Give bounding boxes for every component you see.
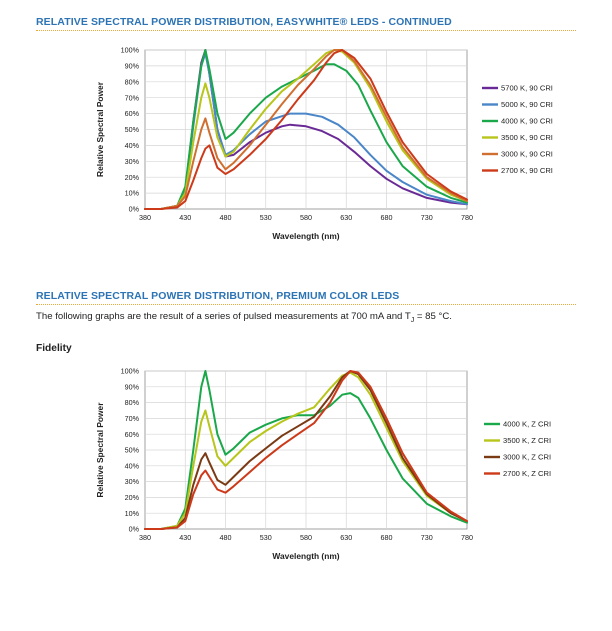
series-line (144, 370, 468, 530)
x-tick-label: 480 (220, 533, 232, 542)
y-tick-label: 80% (125, 77, 140, 86)
x-tick-label: 630 (340, 533, 352, 542)
x-tick-label: 480 (220, 213, 232, 222)
x-axis-title: Wavelength (nm) (272, 551, 339, 561)
x-tick-label: 580 (300, 213, 312, 222)
y-tick-label: 60% (125, 109, 140, 118)
section-heading-premium: RELATIVE SPECTRAL POWER DISTRIBUTION, PR… (36, 290, 400, 302)
subheading-fidelity: Fidelity (36, 343, 72, 354)
y-tick-label: 20% (125, 173, 140, 182)
series-line (144, 49, 468, 210)
y-axis-title: Relative Spectral Power (95, 81, 105, 177)
legend-label: 5000 K, 90 CRI (501, 100, 553, 109)
section-heading-easywhite: RELATIVE SPECTRAL POWER DISTRIBUTION, EA… (36, 16, 452, 28)
y-tick-label: 60% (125, 430, 140, 439)
y-tick-label: 50% (125, 125, 140, 134)
x-tick-label: 430 (179, 213, 191, 222)
x-tick-label: 680 (381, 213, 393, 222)
y-axis-title: Relative Spectral Power (95, 402, 105, 498)
y-tick-label: 70% (125, 414, 140, 423)
y-tick-label: 100% (121, 367, 140, 376)
x-tick-label: 730 (421, 213, 433, 222)
intro-subscript: J (410, 316, 415, 324)
y-tick-label: 30% (125, 157, 140, 166)
x-tick-label: 430 (179, 533, 191, 542)
legend-label: 2700 K, 90 CRI (501, 166, 553, 175)
legend-label: 3000 K, 90 CRI (501, 150, 553, 159)
x-tick-label: 730 (421, 533, 433, 542)
legend-label: 4000 K, Z CRI (503, 420, 551, 429)
x-tick-label: 380 (139, 533, 151, 542)
legend-label: 3500 K, 90 CRI (501, 133, 553, 142)
series-line (144, 49, 468, 210)
y-tick-label: 30% (125, 477, 140, 486)
spd-chart-easywhite: 0% 10% 20% 30% 40% 50% 60% 70% 80% 90% 100% 380 430 4… (95, 46, 553, 241)
y-tick-label: 50% (125, 446, 140, 455)
intro-text: The following graphs are the result of a… (36, 311, 452, 324)
y-tick-label: 80% (125, 398, 140, 407)
y-tick-label: 90% (125, 382, 140, 391)
x-tick-label: 530 (260, 213, 272, 222)
series-line (144, 371, 468, 530)
divider (36, 304, 576, 305)
x-tick-label: 680 (381, 533, 393, 542)
y-tick-label: 90% (125, 62, 140, 71)
y-tick-label: 0% (129, 205, 140, 214)
y-tick-label: 100% (121, 46, 140, 55)
series-line (144, 370, 468, 530)
legend-label: 4000 K, 90 CRI (501, 117, 553, 126)
legend-label: 5700 K, 90 CRI (501, 84, 553, 93)
series-line (144, 49, 468, 210)
x-tick-label: 380 (139, 213, 151, 222)
y-tick-label: 40% (125, 141, 140, 150)
legend-label: 3500 K, Z CRI (503, 436, 551, 445)
divider (36, 30, 576, 31)
legend-label: 2700 K, Z CRI (503, 469, 551, 478)
x-tick-label: 780 (461, 533, 473, 542)
y-tick-label: 10% (125, 189, 140, 198)
x-tick-label: 780 (461, 213, 473, 222)
intro-text-main: The following graphs are the result of a… (36, 311, 411, 322)
y-tick-label: 10% (125, 509, 140, 518)
y-tick-label: 0% (129, 525, 140, 534)
x-axis-title: Wavelength (nm) (272, 231, 339, 241)
y-tick-label: 40% (125, 461, 140, 470)
y-tick-label: 20% (125, 493, 140, 502)
x-tick-label: 580 (300, 533, 312, 542)
x-tick-label: 630 (340, 213, 352, 222)
intro-text-end: = 85 °C. (414, 311, 452, 322)
y-tick-label: 70% (125, 93, 140, 102)
series-line (144, 370, 468, 530)
legend-label: 3000 K, Z CRI (503, 453, 551, 462)
x-tick-label: 530 (260, 533, 272, 542)
series-line (144, 49, 468, 210)
